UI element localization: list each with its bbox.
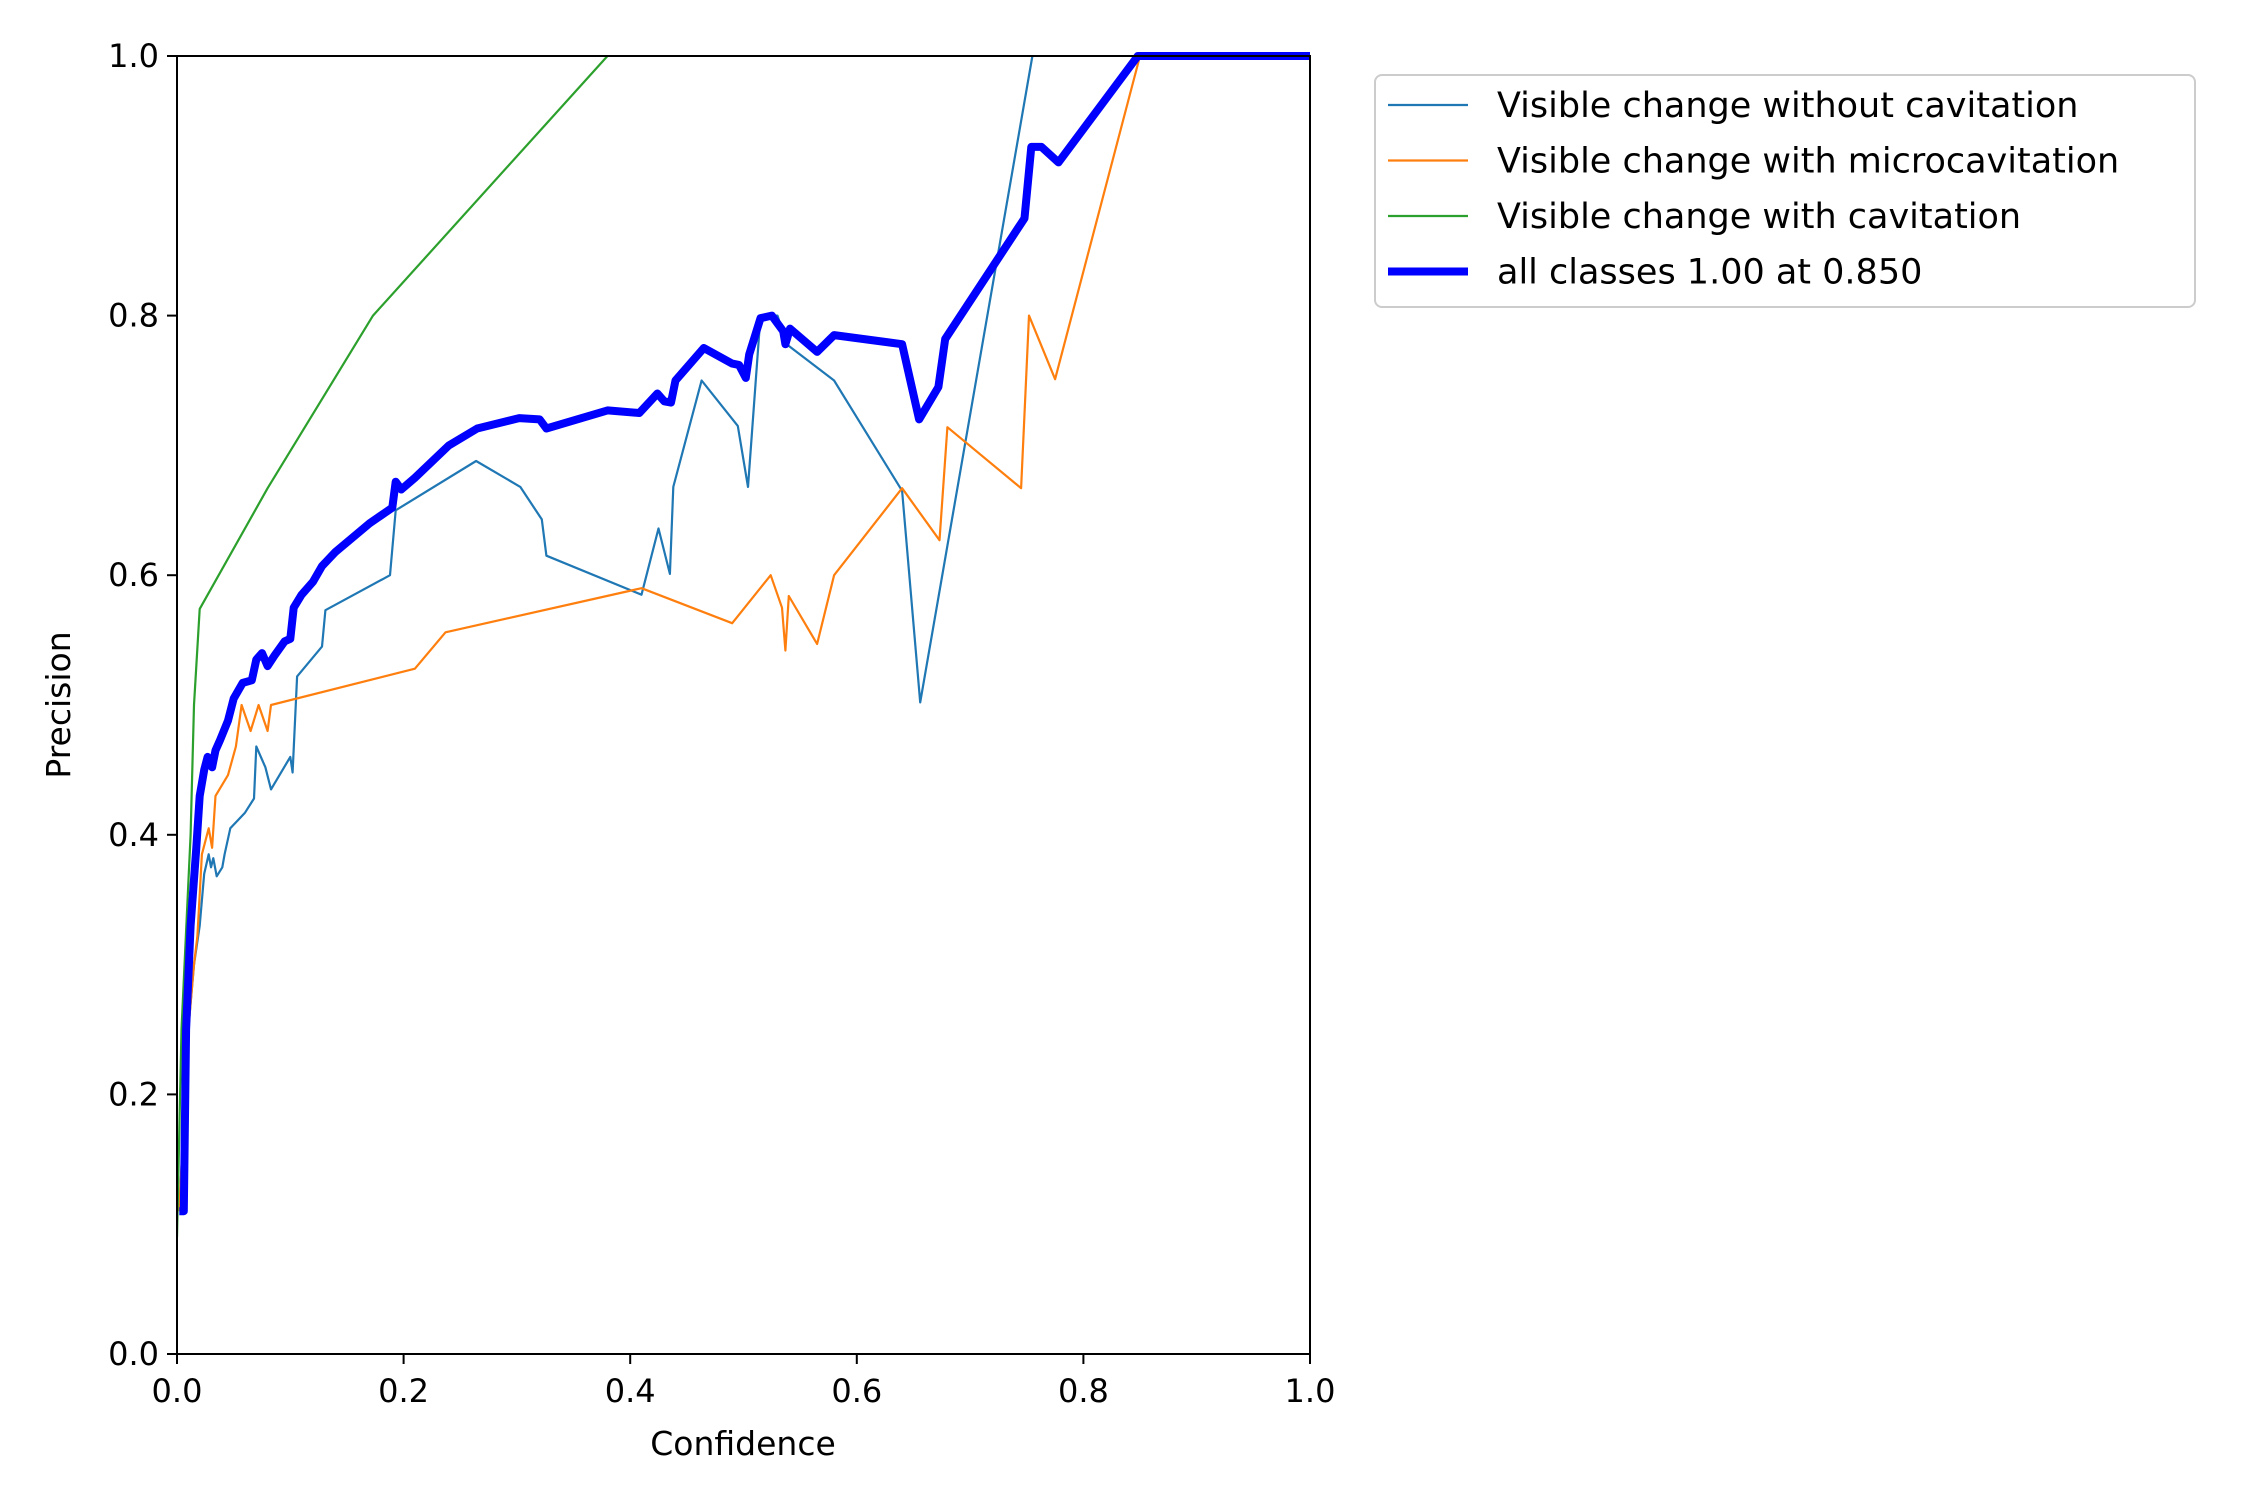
y-tick-label: 1.0 — [108, 37, 159, 75]
legend: Visible change without cavitation Visible… — [1374, 74, 2196, 308]
y-tick-label: 0.6 — [108, 556, 159, 594]
series-layer — [177, 52, 1310, 1238]
x-tick-label: 0.8 — [1058, 1372, 1109, 1410]
x-axis-label: Confidence — [650, 1424, 836, 1463]
series-line-3 — [177, 55, 609, 1238]
plot-frame — [176, 55, 1311, 1355]
y-axis-label: Precision — [39, 631, 78, 778]
legend-label-1: Visible change without cavitation — [1497, 86, 2078, 126]
x-tick-label: 0.6 — [831, 1372, 882, 1410]
x-tick-label: 1.0 — [1285, 1372, 1336, 1410]
legend-entries: Visible change without cavitation Visible… — [1388, 86, 2119, 293]
legend-label-2: Visible change with microcavitation — [1497, 142, 2119, 182]
series-line-1 — [178, 55, 1034, 1212]
legend-label-3: Visible change with cavitation — [1497, 197, 2021, 237]
x-axis-ticks: 0.0 0.2 0.4 0.6 0.8 1.0 — [152, 1354, 1336, 1410]
series-line-4 — [179, 52, 1310, 1216]
y-tick-label: 0.0 — [108, 1335, 159, 1373]
y-tick-label: 0.4 — [108, 816, 159, 854]
x-tick-label: 0.0 — [152, 1372, 203, 1410]
y-tick-label: 0.8 — [108, 297, 159, 335]
legend-box — [1374, 74, 2196, 308]
x-tick-label: 0.2 — [378, 1372, 429, 1410]
y-axis-ticks: 0.0 0.2 0.4 0.6 0.8 1.0 — [108, 37, 177, 1373]
legend-label-4: all classes 1.00 at 0.850 — [1497, 253, 1922, 293]
x-tick-label: 0.4 — [605, 1372, 656, 1410]
series-line-2 — [178, 54, 1310, 1212]
y-tick-label: 0.2 — [108, 1075, 159, 1113]
